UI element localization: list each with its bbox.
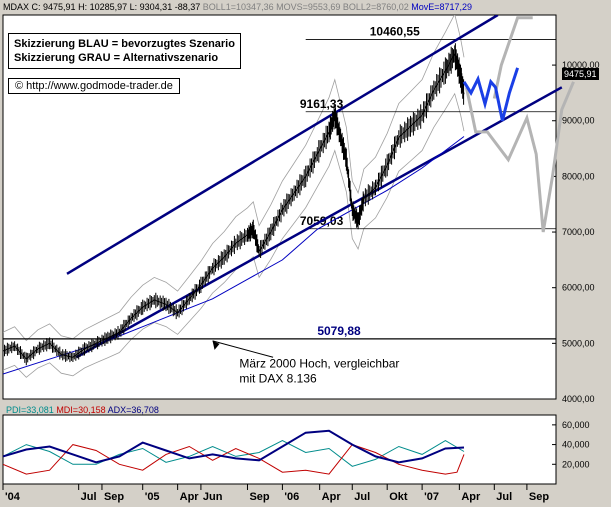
time-tick-label: Okt [389, 491, 408, 503]
time-tick-label: '04 [5, 491, 21, 503]
time-tick-label: Sep [529, 491, 549, 503]
price-header: MDAX C: 9475,91 H: 10285,97 L: 9304,31 -… [3, 2, 472, 12]
annotation-arrow [212, 340, 274, 358]
mdi-line [3, 444, 465, 475]
price-tick-label: 7000,00 [562, 227, 595, 237]
time-tick-label: '05 [145, 491, 160, 503]
close-value: C: 9475,91 [31, 2, 76, 12]
level-label: 10460,55 [370, 24, 420, 38]
time-tick-label: Sep [249, 491, 269, 503]
time-tick-label: Apr [322, 491, 342, 503]
symbol: MDAX [3, 2, 30, 12]
scenario-gray-path [464, 81, 575, 233]
time-tick-label: Apr [180, 491, 200, 503]
price-panel [2, 14, 557, 400]
pdi-line [3, 440, 465, 467]
price-tick-label: 10000,00 [562, 60, 600, 70]
time-tick-label: Jul [354, 491, 370, 503]
indicator-header: PDI=33,081 MDI=30,158 ADX=36,708 [6, 405, 159, 415]
indicator-tick-label: 20,000 [562, 459, 590, 469]
adx-value: ADX=36,708 [107, 405, 159, 415]
scenario-blue-path [462, 67, 520, 122]
indicator-tick-label: 40,000 [562, 440, 590, 450]
adx-line [3, 429, 465, 464]
scenario-legend: Skizzierung BLAU = bevorzugtes Szenario … [8, 33, 241, 69]
pdi-value: PDI=33,081 [6, 405, 54, 415]
time-tick-label: Jun [203, 491, 223, 503]
indicator-panel [2, 414, 557, 485]
last-price-badge: 9475,91 [562, 68, 599, 80]
time-tick-label: Apr [461, 491, 481, 503]
legend-blue: Skizzierung BLAU = bevorzugtes Szenario [14, 38, 235, 50]
time-tick-label: Jul [496, 491, 512, 503]
time-tick-label: Sep [104, 491, 124, 503]
price-tick-label: 8000,00 [562, 171, 595, 181]
price-line [3, 52, 465, 360]
annotation-line1: März 2000 Hoch, vergleichbar [239, 356, 399, 370]
price-tick-label: 5000,00 [562, 338, 595, 348]
indicator-tick-label: 60,000 [562, 420, 590, 430]
bollinger-lower [3, 92, 465, 378]
price-tick-label: 9000,00 [562, 116, 595, 126]
legend-gray: Skizzierung GRAU = Alternativszenario [14, 52, 219, 64]
change-value: -88,37 [174, 2, 201, 12]
annotation-line2: mit DAX 8.136 [239, 371, 317, 385]
price-tick-label: 4000,00 [562, 394, 595, 404]
high-value: H: 10285,97 [78, 2, 128, 12]
source-link[interactable]: © http://www.godmode-trader.de [8, 78, 180, 94]
scenario-gray-up-path [492, 16, 533, 99]
level-label: 5079,88 [317, 324, 361, 338]
channel-upper [66, 15, 499, 275]
move-value: MovE=8717,29 [411, 2, 473, 12]
time-tick-label: '06 [284, 491, 299, 503]
time-tick-label: '07 [424, 491, 439, 503]
low-value: L: 9304,31 [129, 2, 173, 12]
price-tick-label: 6000,00 [562, 283, 595, 293]
level-label: 9161,33 [300, 97, 344, 111]
annotation-arrow-head [212, 340, 220, 350]
boll1-value: BOLL1=10347,36 [202, 2, 274, 12]
bollinger-upper [3, 15, 465, 342]
mdi-value: MDI=30,158 [56, 405, 106, 415]
time-tick-label: Jul [81, 491, 97, 503]
boll2-value: BOLL2=8760,02 [342, 2, 409, 12]
movs-value: MOVS=9553,69 [276, 2, 341, 12]
